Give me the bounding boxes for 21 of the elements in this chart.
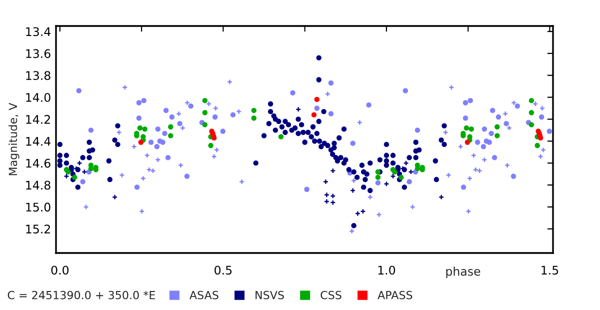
legend-label: ASAS [190,290,218,300]
y-tick-label: 14.4 [26,137,50,146]
x-tick-label: 1.0 [378,266,396,275]
legend-label: CSS [320,290,342,300]
x-tick-label: 1.5 [542,266,558,275]
y-tick-label: 14.0 [26,93,50,102]
x-tick-label: 0.0 [51,266,69,275]
x-axis-title: phase [446,266,480,278]
y-tick-label: 14.2 [26,114,50,124]
y-tick-label: 13.8 [26,71,50,80]
y-tick-label: 15.2 [26,224,50,234]
legend-label: APASS [378,290,412,300]
y-tick-label: 13.6 [26,49,50,58]
y-tick-label: 14.6 [26,158,50,168]
y-axis-title: Magnitude, V [8,102,20,176]
text: C = 2451390.0 + 350.0 *E [8,290,155,300]
x-tick-label: 0.5 [214,266,232,275]
y-tick-label: 15.0 [26,202,50,212]
legend-label: NSVS [256,290,284,300]
y-tick-label: 13.4 [26,27,50,36]
y-tick-label: 14.8 [26,180,50,190]
